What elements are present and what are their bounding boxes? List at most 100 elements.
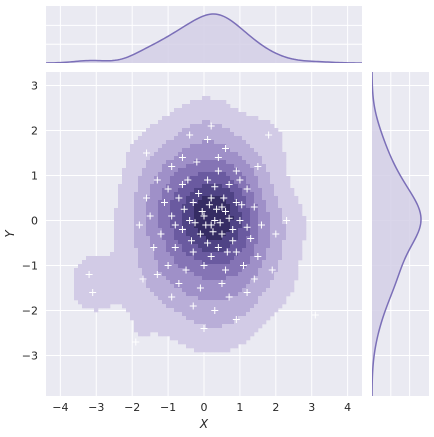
kde-level-cell xyxy=(190,136,195,141)
kde-level-cell xyxy=(206,276,211,281)
kde-level-cell xyxy=(130,172,135,177)
kde-level-cell xyxy=(170,228,175,233)
kde-level-cell xyxy=(290,264,295,269)
kde-level-cell xyxy=(218,144,223,149)
kde-level-cell xyxy=(246,240,251,245)
kde-level-cell xyxy=(250,216,255,221)
kde-level-cell xyxy=(154,260,159,265)
kde-level-cell xyxy=(174,248,179,253)
kde-level-cell xyxy=(222,140,227,145)
kde-level-cell xyxy=(170,284,175,289)
kde-level-cell xyxy=(214,304,219,309)
scatter-point xyxy=(220,194,228,202)
kde-level-cell xyxy=(266,148,271,153)
kde-level-cell xyxy=(166,236,171,241)
kde-level-cell xyxy=(118,280,123,285)
kde-level-cell xyxy=(230,324,235,329)
kde-level-cell xyxy=(222,188,227,193)
scatter-point xyxy=(222,208,230,215)
kde-level-cell xyxy=(190,312,195,317)
kde-level-cell xyxy=(250,152,255,157)
kde-level-cell xyxy=(158,248,163,253)
kde-level-cell xyxy=(138,228,143,233)
kde-level-cell xyxy=(134,144,139,149)
kde-level-cell xyxy=(210,232,215,237)
kde-level-cell xyxy=(166,240,171,245)
kde-level-cell xyxy=(126,260,131,265)
kde-level-cell xyxy=(290,248,295,253)
kde-level-cell xyxy=(222,160,227,165)
kde-level-cell xyxy=(246,276,251,281)
kde-level-cell xyxy=(154,308,159,313)
kde-level-cell xyxy=(254,268,259,273)
kde-level-cell xyxy=(166,164,171,169)
kde-level-cell xyxy=(226,308,231,313)
kde-level-cell xyxy=(150,128,155,133)
kde-level-cell xyxy=(198,328,203,333)
kde-level-cell xyxy=(126,204,131,209)
kde-level-cell xyxy=(230,280,235,285)
kde-level-cell xyxy=(110,272,115,277)
kde-level-cell xyxy=(174,192,179,197)
kde-level-cell xyxy=(210,264,215,269)
kde-level-cell xyxy=(126,220,131,225)
kde-level-cell xyxy=(270,264,275,269)
kde-level-cell xyxy=(298,208,303,213)
kde-level-cell xyxy=(278,268,283,273)
kde-level-cell xyxy=(234,180,239,185)
kde-level-cell xyxy=(222,296,227,301)
kde-level-cell xyxy=(150,188,155,193)
kde-level-cell xyxy=(242,148,247,153)
kde-level-cell xyxy=(162,132,167,137)
kde-level-cell xyxy=(102,260,107,265)
kde-level-cell xyxy=(206,140,211,145)
kde-level-cell xyxy=(242,120,247,125)
kde-level-cell xyxy=(250,184,255,189)
kde-level-cell xyxy=(182,340,187,345)
kde-level-cell xyxy=(190,284,195,289)
kde-level-cell xyxy=(198,100,203,105)
scatter-point xyxy=(268,266,276,274)
y-tick-label: −2 xyxy=(22,305,38,318)
kde-level-cell xyxy=(130,168,135,173)
kde-level-cell xyxy=(106,256,111,261)
kde-level-cell xyxy=(238,328,243,333)
kde-level-cell xyxy=(178,324,183,329)
kde-level-cell xyxy=(114,288,119,293)
kde-level-cell xyxy=(234,136,239,141)
kde-level-cell xyxy=(198,228,203,233)
kde-level-cell xyxy=(230,288,235,293)
kde-level-cell xyxy=(106,288,111,293)
kde-level-cell xyxy=(150,308,155,313)
kde-level-cell xyxy=(226,224,231,229)
kde-level-cell xyxy=(94,280,99,285)
kde-level-cell xyxy=(182,116,187,121)
kde-level-cell xyxy=(118,196,123,201)
kde-level-cell xyxy=(158,296,163,301)
kde-level-cell xyxy=(178,168,183,173)
kde-level-cell xyxy=(266,196,271,201)
kde-level-cell xyxy=(302,228,307,233)
kde-level-cell xyxy=(262,180,267,185)
scatter-point xyxy=(146,212,154,220)
kde-level-cell xyxy=(226,176,231,181)
kde-level-cell xyxy=(214,344,219,349)
kde-level-cell xyxy=(186,344,191,349)
kde-level-cell xyxy=(214,240,219,245)
kde-level-cell xyxy=(278,292,283,297)
kde-level-cell xyxy=(302,224,307,229)
kde-level-cell xyxy=(154,296,159,301)
kde-level-cell xyxy=(198,296,203,301)
kde-level-cell xyxy=(146,192,151,197)
kde-level-cell xyxy=(226,180,231,185)
kde-level-cell xyxy=(110,296,115,301)
kde-level-cell xyxy=(214,244,219,249)
kde-level-cell xyxy=(254,180,259,185)
kde-level-cell xyxy=(178,304,183,309)
kde-level-cell xyxy=(222,340,227,345)
kde-level-cell xyxy=(98,304,103,309)
kde-level-cell xyxy=(198,200,203,205)
kde-level-cell xyxy=(142,204,147,209)
kde-level-cell xyxy=(134,240,139,245)
kde-level-cell xyxy=(198,192,203,197)
